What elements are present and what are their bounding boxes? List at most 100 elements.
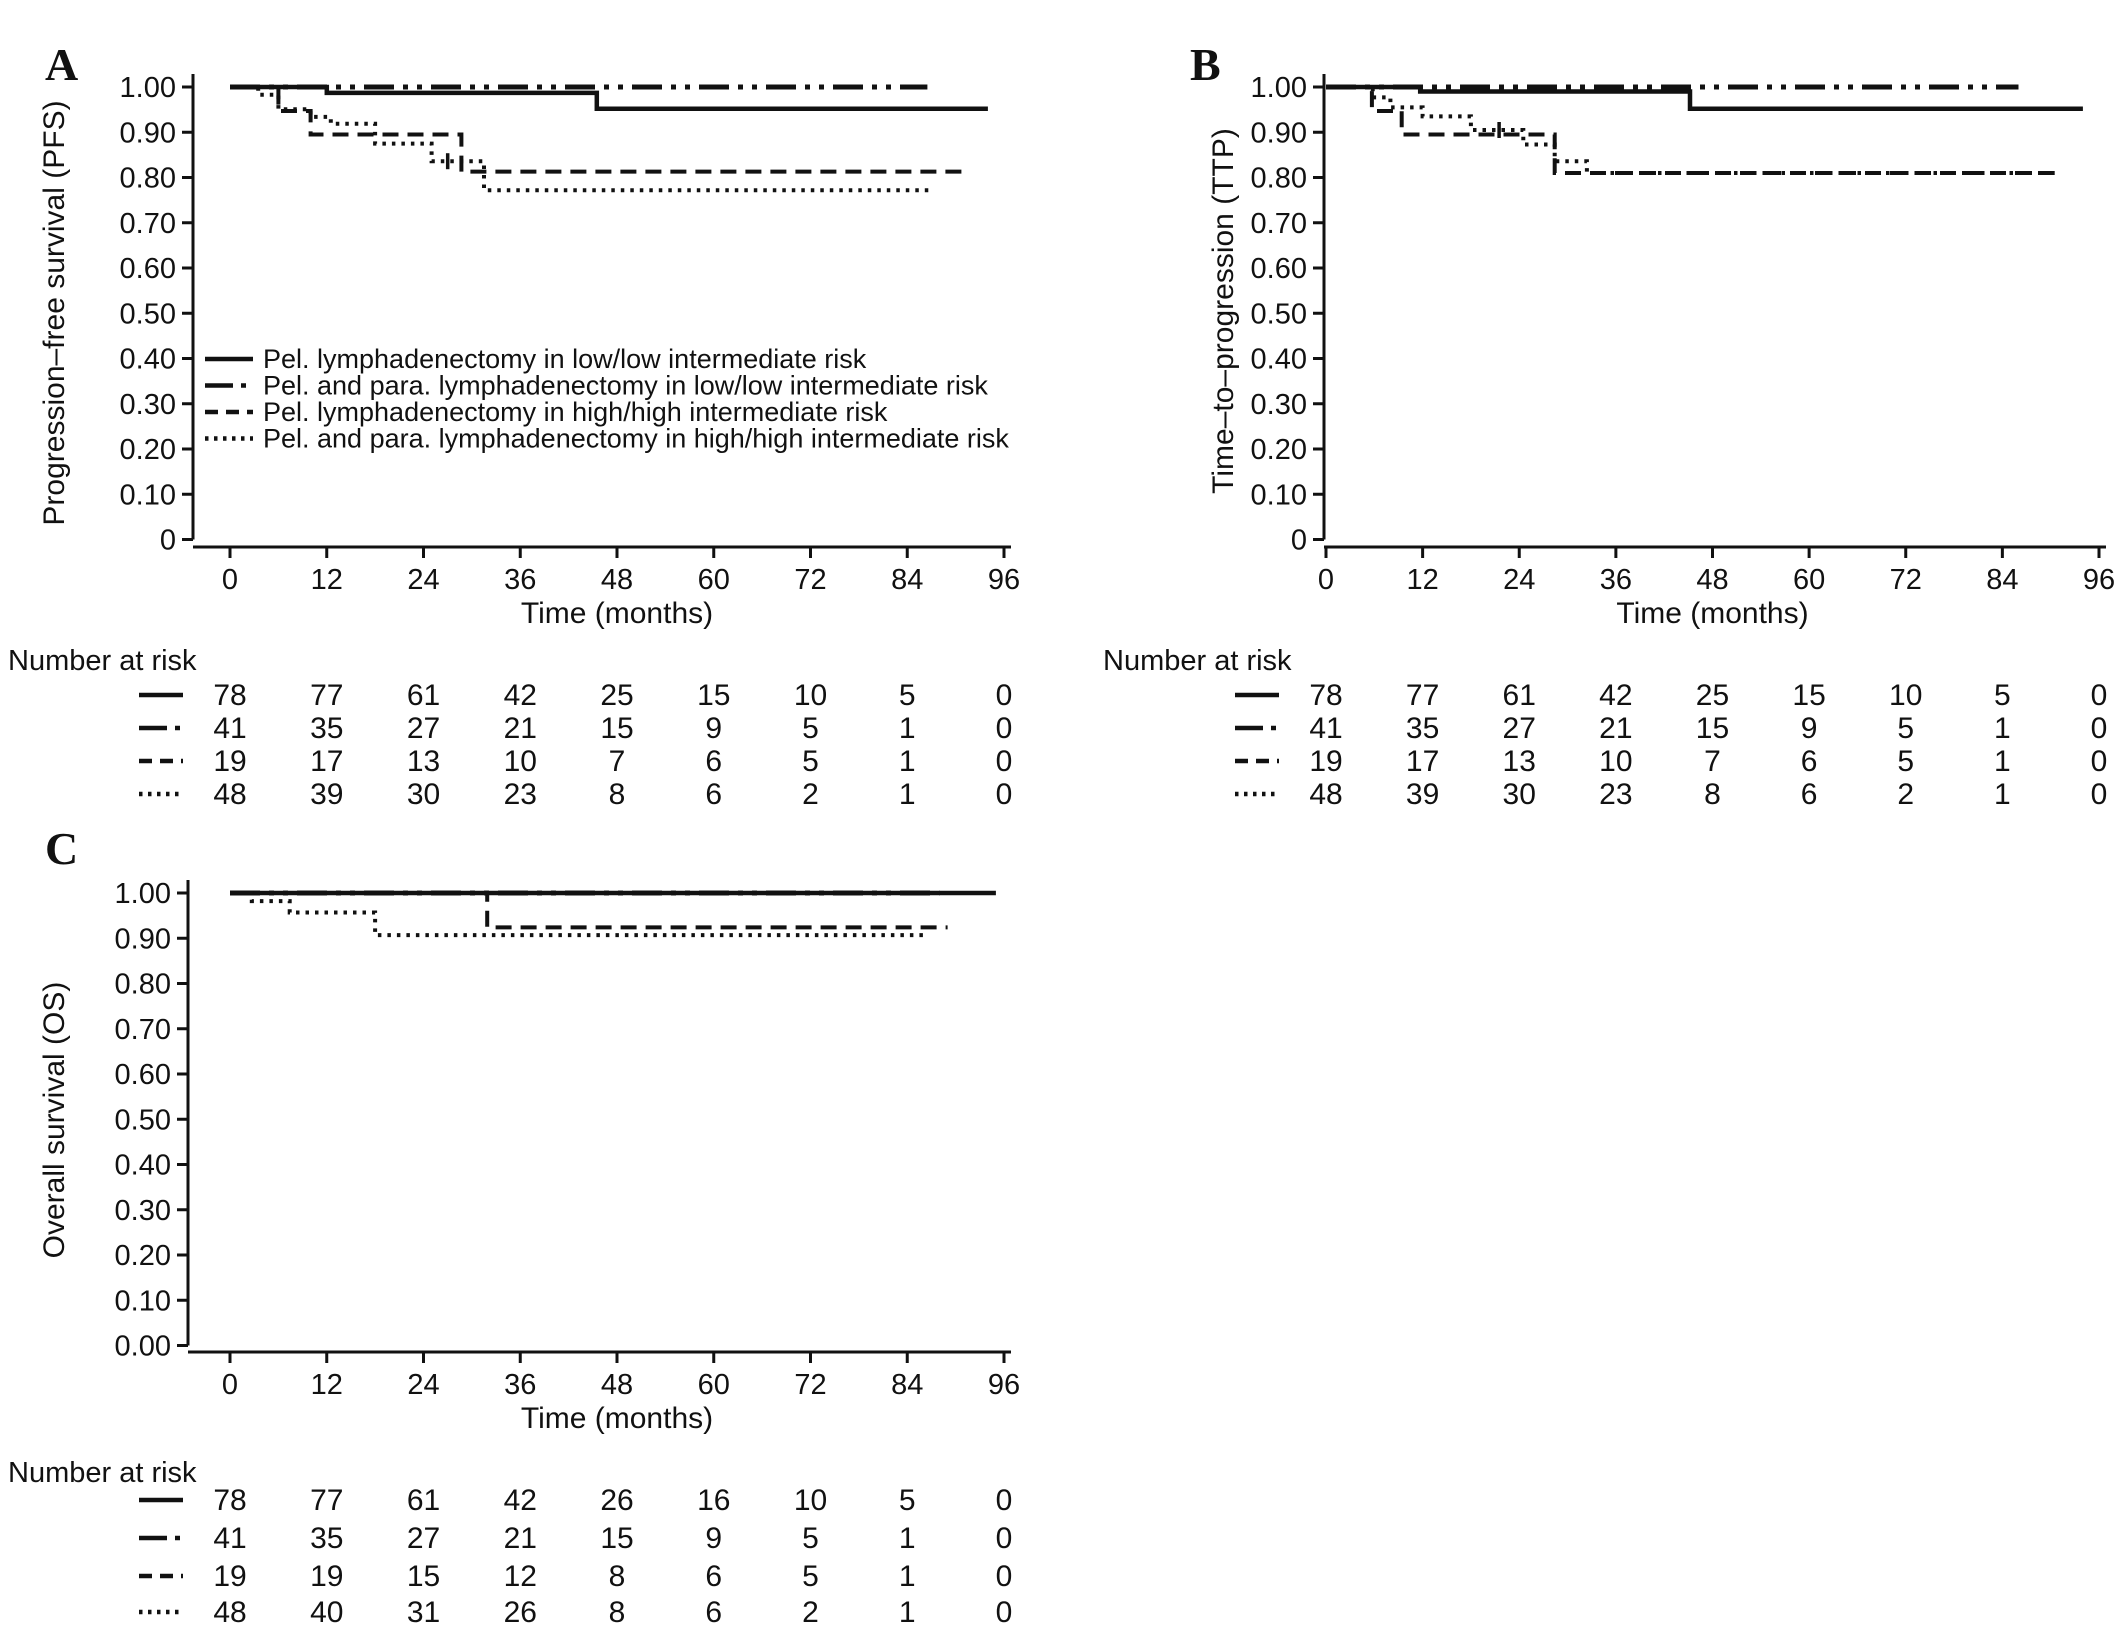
risk-count-C-r1: 5	[802, 1522, 819, 1555]
x-tick-label-C: 36	[504, 1369, 536, 1401]
y-tick-label-A: 0.90	[120, 117, 176, 149]
risk-count-B-r1: 5	[1897, 712, 1914, 745]
risk-count-C-r1: 21	[504, 1522, 537, 1555]
x-tick-label-B: 60	[1793, 564, 1825, 596]
risk-count-A-r0: 15	[697, 679, 730, 712]
number-at-risk-title-A: Number at risk	[8, 645, 197, 677]
risk-count-A-r1: 27	[407, 712, 440, 745]
risk-count-C-r1: 35	[310, 1522, 343, 1555]
risk-count-C-r2: 8	[609, 1560, 626, 1593]
risk-count-B-r2: 6	[1801, 745, 1818, 778]
risk-count-C-r2: 19	[213, 1560, 246, 1593]
risk-count-C-r0: 42	[504, 1484, 537, 1517]
x-tick-label-B: 72	[1890, 564, 1922, 596]
y-tick-label-A: 0.30	[120, 389, 176, 421]
y-tick-label-B: 0.40	[1251, 344, 1307, 376]
km-curve-B-dashed	[1326, 85, 2055, 175]
y-tick-label-B: 0	[1291, 525, 1307, 557]
risk-count-A-r1: 5	[802, 712, 819, 745]
risk-count-C-r0: 10	[794, 1484, 827, 1517]
y-tick-label-C: 1.00	[115, 878, 171, 910]
legend-label: Pel. and para. lymphadenectomy in high/h…	[263, 424, 1009, 454]
y-tick-label-C: 0.80	[115, 969, 171, 1001]
risk-count-A-r2: 0	[996, 745, 1013, 778]
risk-count-C-r0: 77	[310, 1484, 343, 1517]
km-curve-B-dotted	[1326, 85, 2051, 175]
x-tick-label-A: 60	[698, 564, 730, 596]
y-tick-label-B: 0.30	[1251, 389, 1307, 421]
x-tick-label-A: 84	[891, 564, 923, 596]
risk-count-B-r3: 6	[1801, 778, 1818, 811]
y-tick-label-A: 0.80	[120, 163, 176, 195]
x-axis-title-C: Time (months)	[521, 1402, 713, 1435]
km-curve-B-solid	[1326, 84, 2083, 111]
risk-count-B-r1: 15	[1696, 712, 1729, 745]
x-tick-label-C: 48	[601, 1369, 633, 1401]
risk-count-C-r2: 5	[802, 1560, 819, 1593]
y-tick-label-B: 1.00	[1251, 72, 1307, 104]
y-tick-label-B: 0.60	[1251, 253, 1307, 285]
risk-count-A-r1: 9	[705, 712, 722, 745]
risk-count-B-r2: 7	[1704, 745, 1721, 778]
risk-count-A-r2: 1	[899, 745, 916, 778]
y-tick-label-C: 0.00	[115, 1331, 171, 1363]
risk-count-B-r1: 9	[1801, 712, 1818, 745]
risk-count-B-r1: 35	[1406, 712, 1439, 745]
risk-count-A-r2: 5	[802, 745, 819, 778]
km-curve-A-dotted	[230, 85, 932, 193]
x-tick-label-A: 72	[794, 564, 826, 596]
risk-count-C-r3: 40	[310, 1596, 343, 1624]
risk-count-A-r2: 19	[213, 745, 246, 778]
risk-count-B-r3: 30	[1503, 778, 1536, 811]
y-axis-title-A: Progression–free survival (PFS)	[38, 100, 71, 525]
number-at-risk-title-C: Number at risk	[8, 1457, 197, 1489]
risk-count-C-r3: 6	[705, 1596, 722, 1624]
km-curve-C-dashed	[230, 891, 948, 930]
km-curve-A-dashed	[230, 85, 964, 174]
risk-count-C-r0: 0	[996, 1484, 1013, 1517]
x-tick-label-A: 24	[407, 564, 439, 596]
risk-count-A-r0: 61	[407, 679, 440, 712]
x-tick-label-C: 96	[988, 1369, 1020, 1401]
risk-count-C-r1: 9	[705, 1522, 722, 1555]
risk-count-B-r3: 48	[1309, 778, 1342, 811]
risk-count-A-r3: 48	[213, 778, 246, 811]
risk-count-B-r1: 1	[1994, 712, 2011, 745]
risk-count-A-r2: 17	[310, 745, 343, 778]
y-tick-label-A: 1.00	[120, 72, 176, 104]
x-tick-label-A: 48	[601, 564, 633, 596]
legend-label: Pel. lymphadenectomy in low/low intermed…	[263, 344, 867, 374]
x-tick-label-B: 48	[1696, 564, 1728, 596]
x-tick-label-B: 12	[1406, 564, 1438, 596]
risk-count-A-r0: 42	[504, 679, 537, 712]
x-tick-label-C: 0	[222, 1369, 238, 1401]
risk-count-C-r0: 78	[213, 1484, 246, 1517]
y-tick-label-A: 0.60	[120, 253, 176, 285]
risk-count-A-r3: 2	[802, 778, 819, 811]
risk-count-A-r0: 78	[213, 679, 246, 712]
risk-count-B-r0: 10	[1889, 679, 1922, 712]
x-tick-label-C: 84	[891, 1369, 923, 1401]
risk-count-C-r2: 15	[407, 1560, 440, 1593]
risk-count-C-r2: 0	[996, 1560, 1013, 1593]
risk-count-C-r3: 31	[407, 1596, 440, 1624]
y-tick-label-A: 0.10	[120, 479, 176, 511]
risk-count-C-r1: 1	[899, 1522, 916, 1555]
risk-count-C-r2: 6	[705, 1560, 722, 1593]
legend-label: Pel. lymphadenectomy in high/high interm…	[263, 397, 888, 427]
number-at-risk-title-B: Number at risk	[1103, 645, 1292, 677]
risk-count-A-r0: 77	[310, 679, 343, 712]
risk-count-C-r3: 48	[213, 1596, 246, 1624]
x-tick-label-B: 96	[2083, 564, 2115, 596]
x-axis-title-B: Time (months)	[1616, 597, 1808, 630]
x-tick-label-B: 24	[1503, 564, 1535, 596]
y-tick-label-C: 0.30	[115, 1195, 171, 1227]
y-tick-label-C: 0.90	[115, 923, 171, 955]
x-tick-label-C: 24	[407, 1369, 439, 1401]
risk-count-A-r1: 15	[600, 712, 633, 745]
risk-count-C-r0: 61	[407, 1484, 440, 1517]
y-tick-label-C: 0.70	[115, 1014, 171, 1046]
risk-count-C-r1: 0	[996, 1522, 1013, 1555]
risk-count-A-r0: 0	[996, 679, 1013, 712]
